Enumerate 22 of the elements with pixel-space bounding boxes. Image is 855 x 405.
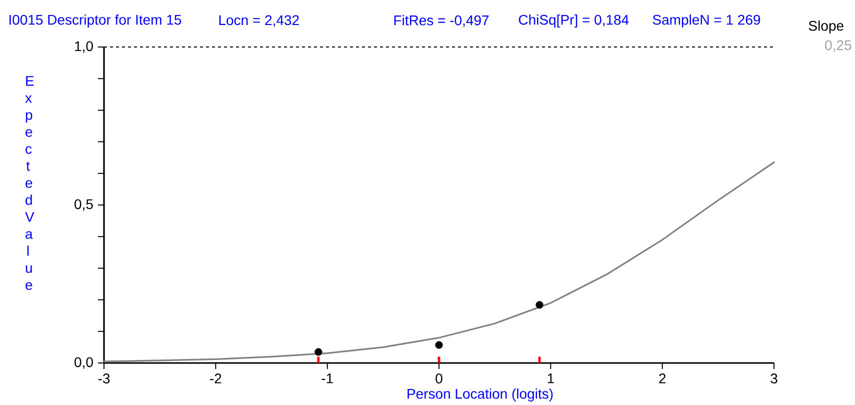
text: FitRes = -0,497 (394, 15, 489, 27)
x-tick-label: 1 (548, 374, 554, 384)
y-tick-label: 1,0 (75, 41, 93, 53)
x-axis-title: Person Location (logits) (408, 388, 553, 402)
point (536, 301, 544, 309)
x-tick-label: 2 (659, 374, 666, 384)
x-tick-label: 0 (436, 374, 442, 384)
text: Expected Value (25, 76, 34, 290)
x-tick-label: 3 (770, 374, 778, 384)
text: 0,25 (825, 40, 852, 52)
text: Locn = 2,432 (219, 15, 299, 27)
text: ChiSq[Pr] = 0,184 (518, 14, 629, 28)
y-tick-label: 0,5 (74, 199, 93, 211)
chart-title: I0015 Descriptor for Item 15 (9, 14, 182, 28)
text: SampleN = 1 269 (652, 14, 760, 28)
text: Slope (808, 20, 844, 34)
x-tick-label: -2 (210, 374, 222, 384)
point (435, 341, 443, 349)
x-tick-label: -1 (322, 374, 333, 384)
point (314, 348, 322, 356)
x-tick-label: -3 (98, 374, 110, 384)
y-tick-label: 0,0 (74, 357, 93, 369)
